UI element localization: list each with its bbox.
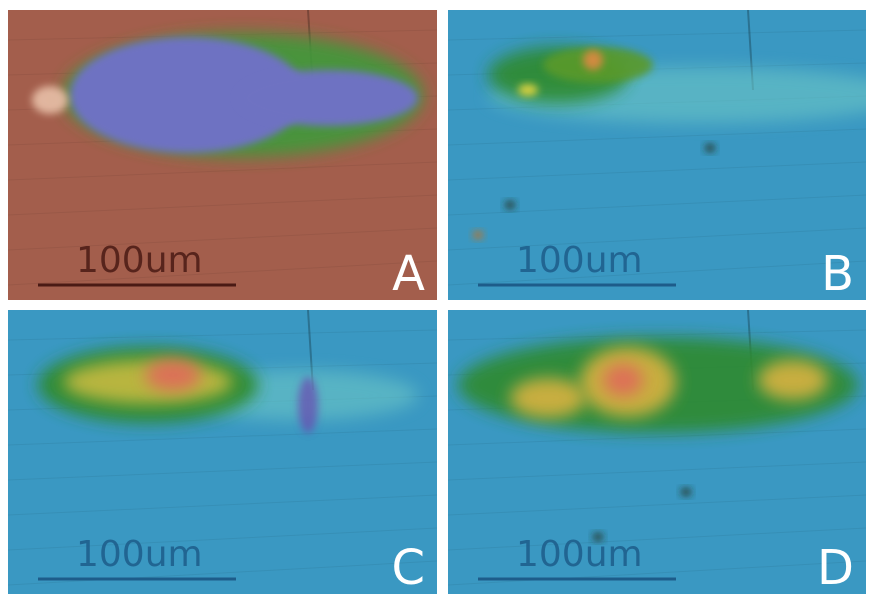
scale-bar-label: 100um bbox=[516, 534, 643, 575]
panel-label: B bbox=[821, 246, 854, 302]
heat-blob bbox=[473, 231, 483, 239]
heat-blob bbox=[758, 360, 828, 400]
scale-bar-label: 100um bbox=[76, 534, 203, 575]
heat-blob bbox=[510, 378, 586, 418]
panel-image: 100um A bbox=[8, 10, 437, 302]
heat-blob bbox=[32, 86, 68, 114]
panel: 100um A bbox=[8, 10, 437, 302]
panel-label: A bbox=[392, 246, 425, 302]
panel-label: D bbox=[817, 540, 854, 596]
panel-image: 100um B bbox=[448, 10, 870, 302]
heat-blob bbox=[298, 377, 318, 433]
heat-blob bbox=[145, 359, 201, 391]
scale-bar-label: 100um bbox=[76, 240, 203, 281]
heat-blob bbox=[518, 84, 538, 96]
heat-blob bbox=[705, 144, 715, 152]
heat-blob bbox=[238, 70, 418, 126]
heat-blob bbox=[681, 488, 691, 496]
scale-bar-label: 100um bbox=[516, 240, 643, 281]
panel: 100um D bbox=[448, 310, 866, 596]
figure: 100um A 100um B 100um C 100um D bbox=[0, 0, 870, 596]
panel-image: 100um C bbox=[8, 310, 437, 596]
heat-blob bbox=[583, 50, 603, 70]
panel-background bbox=[8, 310, 437, 594]
panel: 100um C bbox=[8, 310, 437, 596]
heat-blob bbox=[505, 201, 515, 209]
panel-label: C bbox=[391, 540, 425, 596]
heat-blob bbox=[603, 364, 643, 396]
panel-background bbox=[448, 10, 866, 300]
panel-image: 100um D bbox=[448, 310, 866, 596]
page: 100umA100umB100umC100umD (() => { const … bbox=[0, 0, 870, 596]
panel: 100um B bbox=[448, 10, 870, 302]
